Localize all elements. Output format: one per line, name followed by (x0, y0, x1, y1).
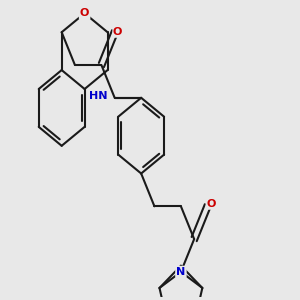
Text: HN: HN (89, 91, 107, 101)
Text: N: N (176, 267, 185, 277)
Text: O: O (80, 8, 89, 18)
Text: O: O (206, 199, 216, 209)
Text: O: O (113, 27, 122, 37)
